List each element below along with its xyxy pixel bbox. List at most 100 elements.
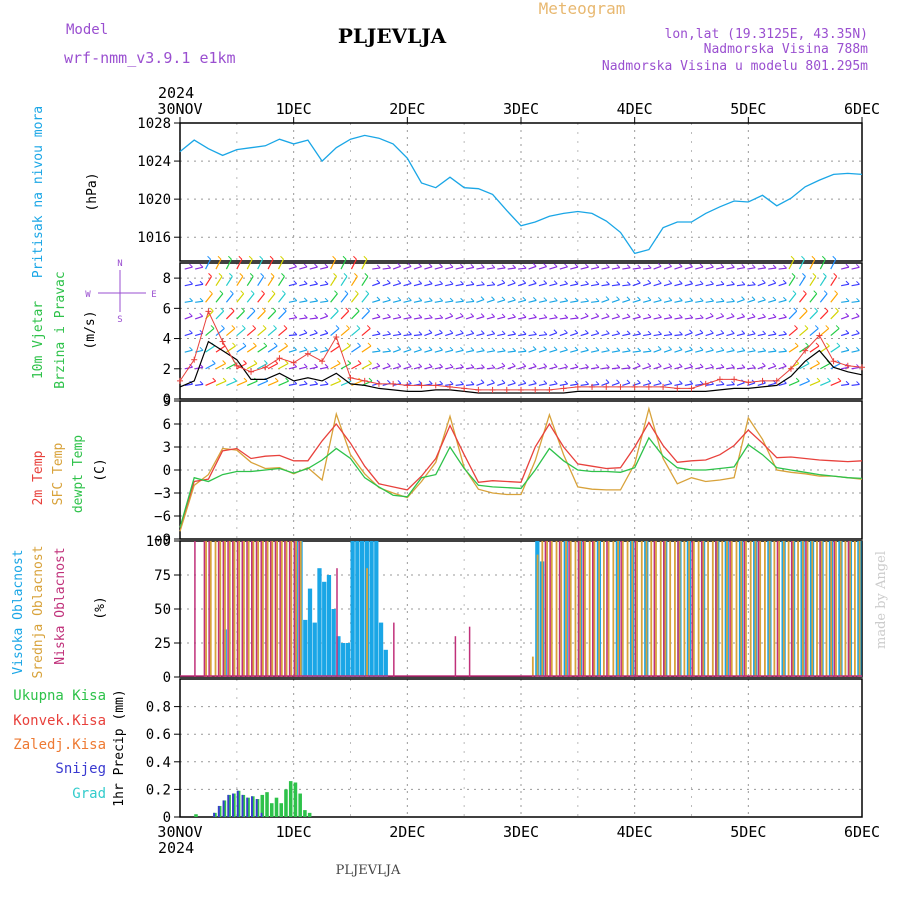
wind-arrow	[236, 293, 245, 303]
wind-arrow-head	[584, 312, 589, 317]
wind-arrow-head	[324, 329, 329, 334]
wind-arrow-head	[636, 279, 641, 284]
wind-arrow-head	[512, 296, 516, 301]
wind-arrow	[382, 267, 391, 270]
precip-bar-total	[284, 789, 288, 817]
wind-arrow	[392, 265, 401, 270]
wind-arrow	[236, 310, 245, 320]
precip-bar-snow	[222, 800, 225, 817]
wind-arrow-head	[324, 346, 329, 351]
wind-arrow-head	[824, 307, 829, 312]
wind-arrow	[528, 265, 537, 270]
wind-arrow-head	[772, 279, 777, 284]
wind-arrow	[309, 283, 318, 287]
wind-arrow-head	[783, 330, 787, 335]
wind-arrow-head	[293, 331, 298, 336]
pressure-frame	[179, 122, 863, 262]
wind-arrow	[236, 327, 246, 336]
wind-arrow-head	[657, 363, 662, 367]
precip-bar-total	[260, 794, 265, 817]
wind-arrow	[330, 327, 340, 336]
wind-arrow-head	[418, 263, 422, 267]
wind-arrow	[507, 350, 516, 353]
cloud-y-tick: 50	[154, 602, 171, 618]
wind-arrow	[549, 332, 558, 337]
rose-n: N	[117, 259, 122, 269]
wind-arrow	[757, 382, 766, 386]
wind-arrow-head	[647, 279, 652, 284]
wind-arrow	[611, 333, 620, 337]
wind-arrow-head	[460, 381, 464, 385]
wind-arrow	[215, 258, 222, 270]
wind-arrow-head	[365, 290, 370, 295]
wind-arrow	[726, 383, 735, 386]
wind-arrow	[809, 345, 820, 353]
wind-arrow	[736, 283, 745, 287]
wind-arrow-head	[418, 363, 423, 368]
wind-arrow-head	[491, 379, 495, 384]
wind-arrow	[455, 315, 464, 320]
wind-arrow	[465, 300, 475, 303]
wind-arrow-head	[252, 325, 257, 329]
wind-arrow-head	[751, 264, 756, 269]
wind-arrow-head	[251, 307, 256, 312]
wind-arrow	[747, 299, 756, 303]
wind-arrow	[684, 349, 693, 353]
wind-arrow	[257, 258, 264, 270]
wind-arrow	[392, 348, 401, 353]
wind-arrow-head	[699, 346, 704, 351]
wind-arrow	[799, 362, 810, 370]
wind-arrow	[267, 258, 274, 270]
wind-arrow	[788, 276, 796, 286]
wind-arrow-head	[801, 255, 805, 260]
wind-arrow	[195, 383, 204, 386]
wind-arrow	[455, 300, 464, 303]
wind-arrow	[476, 382, 485, 386]
wind-arrow	[705, 349, 714, 353]
wind-arrow-head	[232, 342, 236, 347]
wind-arrow	[382, 316, 391, 320]
wind-arrow	[361, 362, 372, 370]
wind-arrow-head	[491, 330, 496, 335]
precip-bar-snow	[260, 812, 263, 817]
wind-arrow-head	[845, 346, 850, 351]
wind-arrow-head	[731, 381, 735, 385]
wind-arrow	[736, 333, 745, 337]
wind-arrow	[799, 327, 809, 336]
wind-arrow-head	[366, 325, 371, 329]
wind-arrow	[486, 333, 495, 337]
wind-arrow	[705, 283, 714, 287]
wind-arrow-head	[626, 264, 631, 269]
wind-arrow	[476, 350, 485, 353]
wind-arrow	[778, 365, 787, 370]
wind-arrow	[538, 366, 547, 370]
wind-arrow-head	[345, 307, 350, 312]
wind-arrow	[267, 276, 275, 286]
wind-arrow	[768, 267, 777, 270]
wind-arrow-head	[678, 346, 683, 351]
wind-arrow-head	[595, 364, 600, 368]
wind-arrow	[205, 327, 215, 336]
wind-label: 10m Vjetar	[31, 301, 46, 379]
wind-arrow-head	[324, 312, 329, 317]
wind-arrow	[507, 365, 516, 370]
wind-y-tick: 4	[163, 332, 171, 348]
wind-arrow-head	[815, 342, 820, 347]
wind-arrow	[674, 317, 683, 320]
wind-arrow-head	[553, 263, 558, 268]
precip-bar-snow	[255, 799, 258, 817]
wind-arrow	[768, 299, 777, 303]
wind-arrow	[715, 266, 725, 270]
wind-arrow	[830, 362, 841, 370]
wind-arrow	[518, 267, 527, 270]
cloud-bar-high	[350, 541, 355, 677]
wind-arrow	[643, 267, 652, 270]
temperature-panel: −9 −6 −3 0 3 6 9	[154, 394, 863, 548]
wind-arrow	[559, 383, 568, 386]
wind-arrow	[507, 282, 516, 287]
wind-arrow	[736, 367, 745, 370]
wind-arrow	[538, 265, 547, 270]
wind-arrow-head	[827, 377, 831, 382]
precip-bar-total	[298, 793, 302, 817]
wind-arrow	[184, 332, 193, 337]
